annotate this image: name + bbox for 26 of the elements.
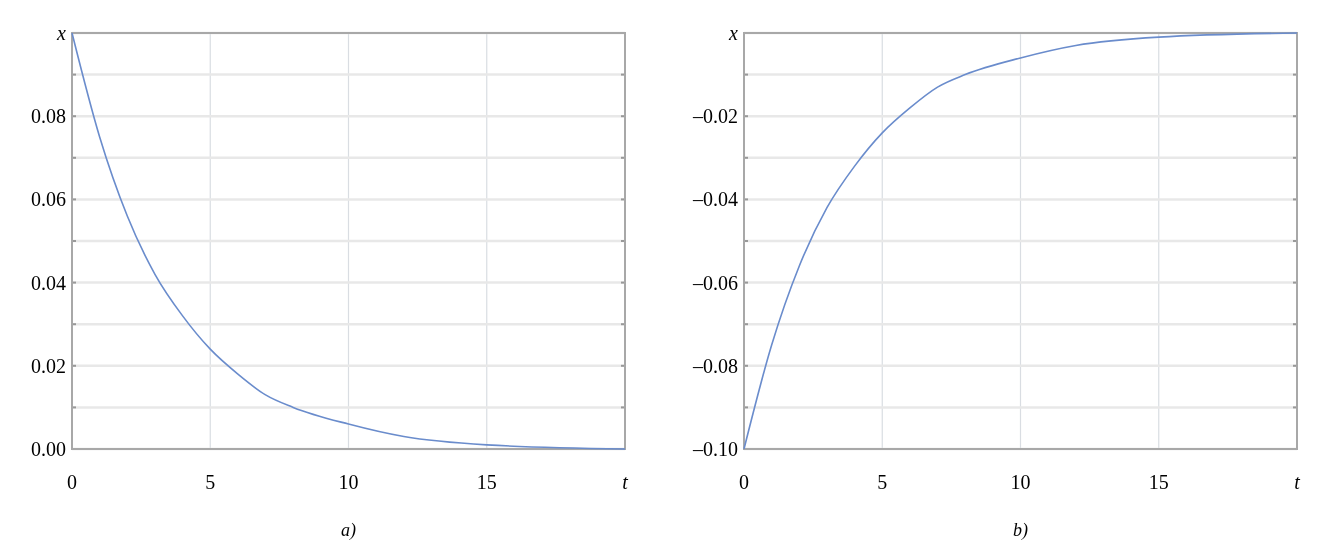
y-tick-label: –0.08	[692, 354, 738, 377]
x-tick-label: 15	[1148, 471, 1169, 493]
y-tick-label: 0.08	[31, 105, 66, 128]
x-tick-label: 15	[476, 471, 497, 493]
y-tick-label: –0.02	[692, 105, 738, 128]
y-tick-label: –0.10	[692, 438, 738, 460]
text: b)	[1013, 520, 1028, 541]
x-tick-label: 10	[1010, 471, 1031, 493]
y-tick-label: –0.06	[692, 271, 738, 294]
x-tick-label: t	[1294, 471, 1301, 493]
x-tick-label: 10	[338, 471, 359, 493]
x-tick-label: 0	[739, 471, 749, 493]
x-tick-label: 5	[877, 471, 888, 493]
y-tick-label: x	[56, 22, 67, 44]
x-tick-label: 0	[67, 471, 77, 493]
y-tick-label: 0.02	[31, 354, 66, 377]
y-tick-label: 0.00	[31, 438, 66, 460]
line-series	[743, 32, 1298, 450]
y-tick-label: x	[728, 22, 739, 44]
y-tick-label: –0.04	[692, 188, 738, 211]
line-series	[71, 32, 626, 450]
x-tick-label: t	[622, 471, 629, 493]
y-tick-label: 0.06	[31, 188, 66, 211]
text: a)	[341, 520, 356, 541]
x-tick-label: 5	[205, 471, 216, 493]
y-tick-label: 0.04	[31, 271, 66, 294]
